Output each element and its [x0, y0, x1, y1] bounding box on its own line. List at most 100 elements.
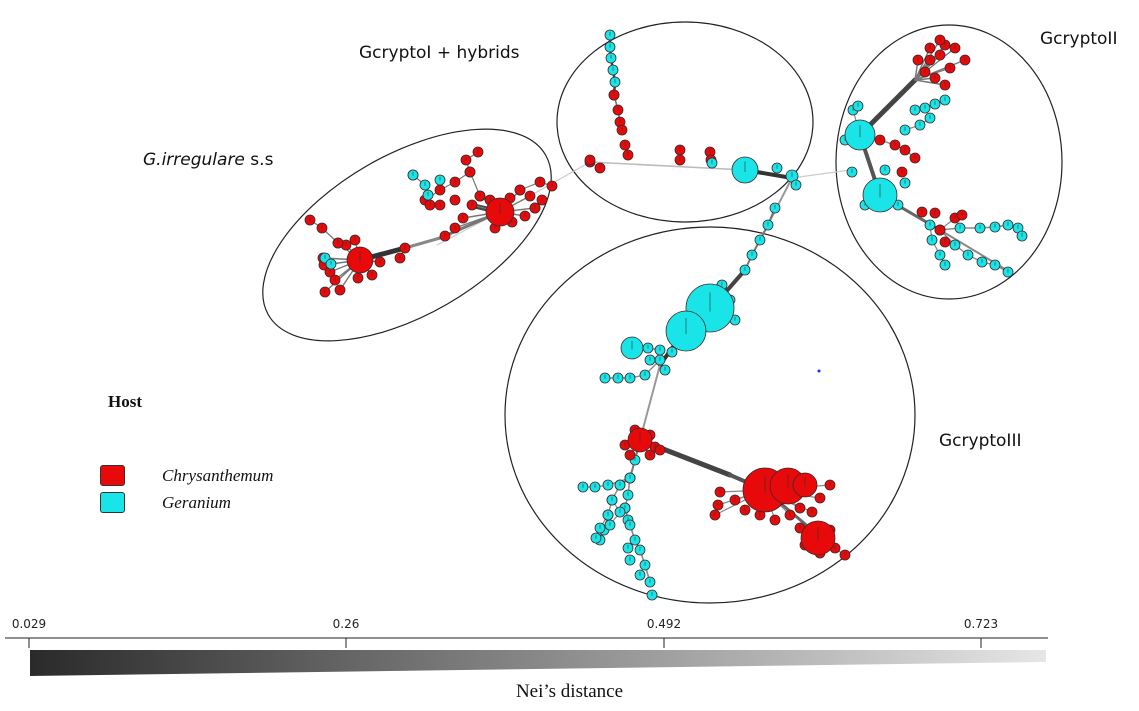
node-geranium [325, 258, 337, 270]
node-chrysanthemum [754, 509, 766, 521]
node-geranium [665, 310, 707, 352]
node-chrysanthemum [654, 444, 666, 456]
node-geranium [1016, 230, 1028, 242]
legend-label-chrysanthemum: Chrysanthemum [162, 466, 274, 485]
network-edge [639, 364, 661, 441]
node-geranium [844, 119, 876, 151]
node-geranium [954, 222, 966, 234]
node-geranium [620, 336, 644, 360]
scale-gradient-bar [30, 650, 1046, 676]
node-chrysanthemum [394, 252, 406, 264]
node-chrysanthemum [449, 222, 461, 234]
node-geranium [407, 169, 419, 181]
node-geranium [790, 179, 802, 191]
node-chrysanthemum [814, 492, 826, 504]
node-chrysanthemum [449, 176, 461, 188]
node-chrysanthemum [460, 154, 472, 166]
node-geranium [639, 559, 651, 571]
node-chrysanthemum [712, 499, 724, 511]
legend-item-chrysanthemum: Chrysanthemum [100, 465, 273, 486]
node-chrysanthemum [424, 199, 436, 211]
node-geranium [654, 354, 666, 366]
node-chrysanthemum [919, 66, 931, 78]
node-geranium [731, 156, 759, 184]
node-chrysanthemum [944, 62, 956, 74]
node-geranium [594, 522, 606, 534]
node-geranium [605, 52, 617, 64]
node-chrysanthemum [949, 42, 961, 54]
node-chrysanthemum [824, 479, 836, 491]
marker-dot [817, 369, 821, 373]
node-chrysanthemum [457, 212, 469, 224]
legend-label-geranium: Geranium [162, 493, 231, 512]
node-geranium [624, 472, 636, 484]
node-chrysanthemum [449, 194, 461, 206]
node-geranium [989, 221, 1001, 233]
node-chrysanthemum [399, 242, 411, 254]
node-chrysanthemum [334, 284, 346, 296]
node-geranium [614, 479, 626, 491]
scale-tick-label: 0.26 [332, 617, 360, 631]
cluster-label-crypto-iii: GcryptoIII [939, 431, 1022, 451]
node-geranium [419, 179, 431, 191]
node-geranium [634, 544, 646, 556]
node-chrysanthemum [485, 197, 515, 227]
node-chrysanthemum [794, 502, 806, 514]
node-geranium [622, 542, 634, 554]
node-chrysanthemum [674, 144, 686, 156]
node-chrysanthemum [924, 42, 936, 54]
node-geranium [909, 104, 921, 116]
node-chrysanthemum [704, 146, 716, 158]
node-chrysanthemum [529, 202, 541, 214]
node-geranium [609, 76, 621, 88]
node-chrysanthemum [434, 184, 446, 196]
edges [309, 33, 1011, 583]
node-geranium [666, 346, 678, 358]
cluster-label-crypto-ii: GcryptoII [1040, 29, 1118, 49]
network-edge [589, 161, 746, 171]
node-geranium [974, 222, 986, 234]
node-chrysanthemum [792, 472, 818, 498]
node-geranium [746, 249, 758, 261]
cluster-outlines [262, 21, 1063, 604]
node-chrysanthemum [319, 286, 331, 298]
node-geranium [934, 249, 946, 261]
scale-title: Nei’s distance [515, 681, 624, 702]
node-chrysanthemum [619, 139, 631, 151]
cluster-outline-crypto-i [556, 21, 814, 223]
cluster-outline-crypto-iii [504, 226, 916, 604]
node-chrysanthemum [929, 207, 941, 219]
node-chrysanthemum [627, 427, 653, 453]
node-geranium [926, 234, 938, 246]
node-geranium [899, 177, 911, 189]
node-chrysanthemum [709, 509, 721, 521]
node-geranium [607, 64, 619, 76]
node-geranium [659, 364, 671, 376]
node-geranium [929, 98, 941, 110]
node-geranium [754, 234, 766, 246]
node-chrysanthemum [729, 494, 741, 506]
node-geranium [624, 372, 636, 384]
distance-scale [5, 637, 1048, 676]
node-chrysanthemum [674, 154, 686, 166]
node-chrysanthemum [349, 234, 361, 246]
node-geranium [962, 249, 974, 261]
node-geranium [604, 41, 616, 53]
node-chrysanthemum [366, 269, 378, 281]
node-chrysanthemum [374, 256, 386, 268]
node-chrysanthemum [934, 49, 946, 61]
node-geranium [634, 569, 646, 581]
node-geranium [762, 219, 774, 231]
node-chrysanthemum [899, 144, 911, 156]
node-geranium [606, 494, 618, 506]
node-chrysanthemum [612, 104, 624, 116]
node-chrysanthemum [839, 549, 851, 561]
node-chrysanthemum [889, 139, 901, 151]
cluster-outline-crypto-ii [835, 24, 1063, 300]
node-geranium [602, 479, 614, 491]
cluster-label-irregulare-italic: G.irregulare [143, 150, 245, 170]
node-geranium [706, 157, 718, 169]
node-geranium [639, 369, 651, 381]
node-geranium [846, 166, 858, 178]
